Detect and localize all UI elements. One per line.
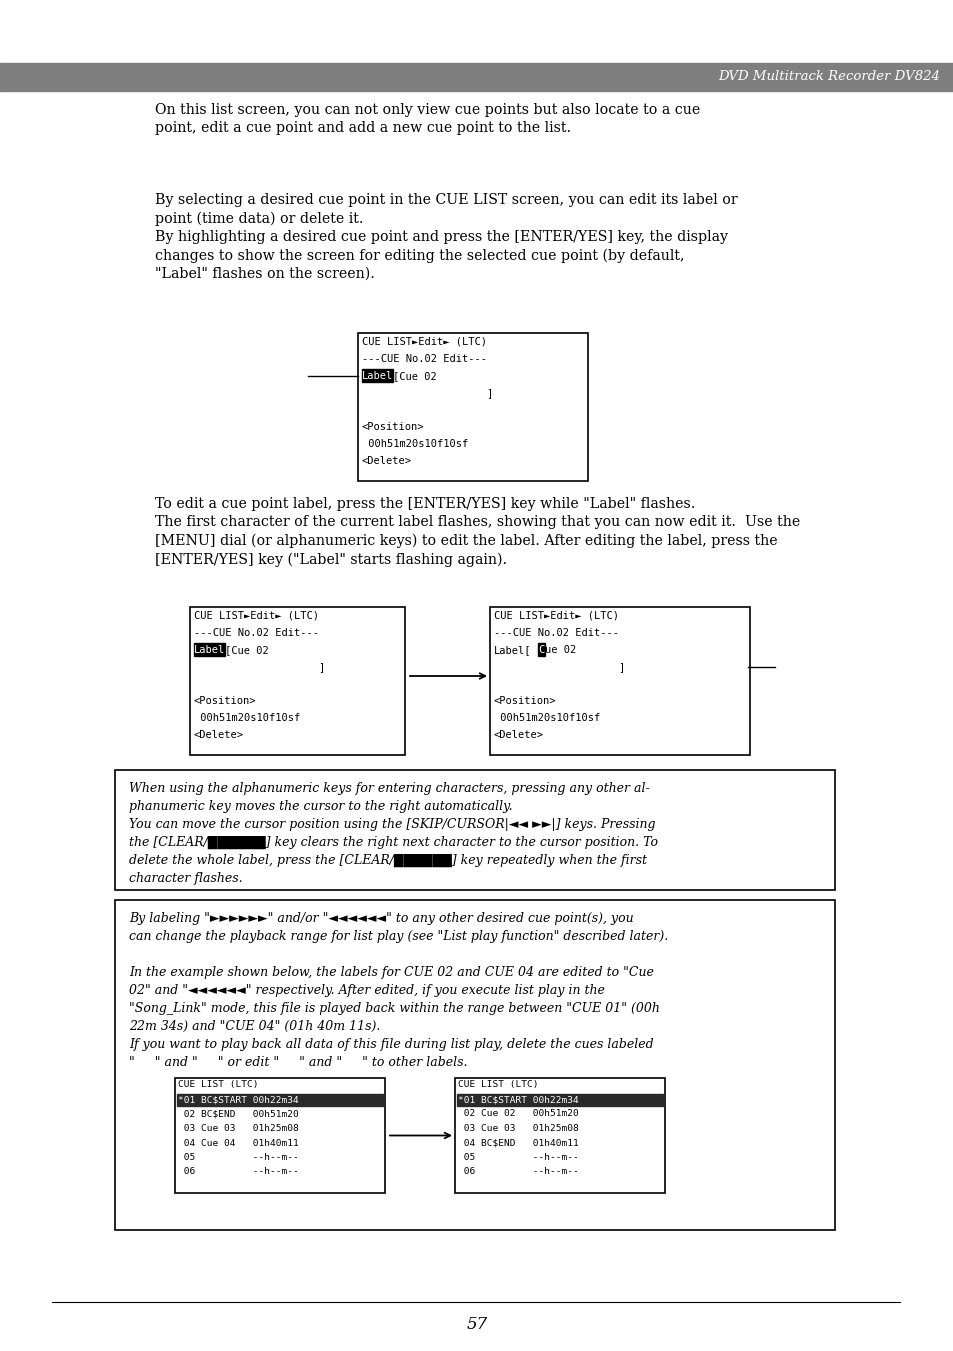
- Text: 04 Cue 04   01h40m11: 04 Cue 04 01h40m11: [178, 1139, 298, 1147]
- Text: 00h51m20s10f10sf: 00h51m20s10f10sf: [494, 713, 599, 723]
- Text: <Delete>: <Delete>: [193, 730, 244, 740]
- Text: DVD Multitrack Recorder DV824: DVD Multitrack Recorder DV824: [718, 70, 939, 84]
- Bar: [115, 900, 834, 1229]
- Text: <Position>: <Position>: [494, 696, 556, 707]
- Text: In the example shown below, the labels for CUE 02 and CUE 04 are edited to "Cue: In the example shown below, the labels f…: [129, 966, 653, 979]
- Text: Label[: Label[: [494, 644, 531, 655]
- Text: 05          --h--m--: 05 --h--m--: [457, 1152, 578, 1162]
- Bar: [115, 770, 834, 890]
- Text: 02 BC$END   00h51m20: 02 BC$END 00h51m20: [178, 1109, 298, 1119]
- Text: CUE LIST►Edit► (LTC): CUE LIST►Edit► (LTC): [193, 611, 318, 621]
- Text: Label: Label: [361, 372, 393, 381]
- Bar: [0, 63, 953, 91]
- Text: ue 02: ue 02: [544, 644, 576, 655]
- Text: By selecting a desired cue point in the CUE LIST screen, you can edit its label : By selecting a desired cue point in the …: [154, 193, 737, 281]
- Text: "Song_Link" mode, this file is played back within the range between "CUE 01" (00: "Song_Link" mode, this file is played ba…: [129, 1002, 659, 1015]
- Text: CUE LIST (LTC): CUE LIST (LTC): [178, 1081, 258, 1089]
- Text: character flashes.: character flashes.: [129, 871, 242, 885]
- Text: ---CUE No.02 Edit---: ---CUE No.02 Edit---: [494, 628, 618, 638]
- Text: ]: ]: [494, 662, 624, 671]
- Text: ---CUE No.02 Edit---: ---CUE No.02 Edit---: [361, 354, 486, 363]
- Text: ---CUE No.02 Edit---: ---CUE No.02 Edit---: [193, 628, 318, 638]
- Bar: [456, 1093, 662, 1105]
- Text: *01 BC$START 00h22m34: *01 BC$START 00h22m34: [457, 1096, 578, 1104]
- Text: delete the whole label, press the [CLEAR/██████] key repeatedly when the first: delete the whole label, press the [CLEAR…: [129, 854, 646, 867]
- Bar: [357, 332, 587, 481]
- Text: <Position>: <Position>: [193, 696, 256, 707]
- Text: [Cue 02: [Cue 02: [393, 372, 436, 381]
- Text: 22m 34s) and "CUE 04" (01h 40m 11s).: 22m 34s) and "CUE 04" (01h 40m 11s).: [129, 1020, 380, 1034]
- Text: 00h51m20s10f10sf: 00h51m20s10f10sf: [193, 713, 300, 723]
- Text: 05          --h--m--: 05 --h--m--: [178, 1152, 298, 1162]
- Text: 04 BC$END   01h40m11: 04 BC$END 01h40m11: [457, 1139, 578, 1147]
- Bar: [455, 1078, 664, 1193]
- Text: By labeling "►►►►►►" and/or "◄◄◄◄◄◄" to any other desired cue point(s), you: By labeling "►►►►►►" and/or "◄◄◄◄◄◄" to …: [129, 912, 633, 925]
- Text: can change the playback range for list play (see "List play function" described : can change the playback range for list p…: [129, 929, 667, 943]
- Text: 02 Cue 02   00h51m20: 02 Cue 02 00h51m20: [457, 1109, 578, 1119]
- Bar: [174, 1078, 385, 1193]
- Text: On this list screen, you can not only view cue points but also locate to a cue
p: On this list screen, you can not only vi…: [154, 103, 700, 135]
- Text: <Position>: <Position>: [361, 422, 424, 432]
- Bar: [537, 643, 544, 657]
- Text: 00h51m20s10f10sf: 00h51m20s10f10sf: [361, 439, 468, 449]
- Text: C: C: [537, 644, 543, 655]
- Text: 03 Cue 03   01h25m08: 03 Cue 03 01h25m08: [457, 1124, 578, 1133]
- Text: the [CLEAR/██████] key clears the right next character to the cursor position. T: the [CLEAR/██████] key clears the right …: [129, 836, 658, 850]
- Text: To edit a cue point label, press the [ENTER/YES] key while "Label" flashes.
The : To edit a cue point label, press the [EN…: [154, 497, 800, 566]
- Text: phanumeric key moves the cursor to the right automatically.: phanumeric key moves the cursor to the r…: [129, 800, 512, 813]
- Text: 57: 57: [466, 1316, 487, 1333]
- Text: [Cue 02: [Cue 02: [225, 644, 269, 655]
- Text: "     " and "     " or edit "     " and "     " to other labels.: " " and " " or edit " " and " " to other…: [129, 1056, 467, 1069]
- Text: When using the alphanumeric keys for entering characters, pressing any other al-: When using the alphanumeric keys for ent…: [129, 782, 649, 794]
- Text: 06          --h--m--: 06 --h--m--: [457, 1167, 578, 1177]
- Text: 06          --h--m--: 06 --h--m--: [178, 1167, 298, 1177]
- Text: <Delete>: <Delete>: [361, 457, 412, 466]
- Text: CUE LIST (LTC): CUE LIST (LTC): [457, 1081, 537, 1089]
- Text: You can move the cursor position using the [SKIP/CURSOR|◄◄ ►►|] keys. Pressing: You can move the cursor position using t…: [129, 817, 655, 831]
- Text: 02" and "◄◄◄◄◄◄" respectively. After edited, if you execute list play in the: 02" and "◄◄◄◄◄◄" respectively. After edi…: [129, 984, 604, 997]
- Bar: [490, 607, 749, 755]
- Text: CUE LIST►Edit► (LTC): CUE LIST►Edit► (LTC): [361, 336, 486, 347]
- Bar: [193, 643, 225, 657]
- Text: *01 BC$START 00h22m34: *01 BC$START 00h22m34: [178, 1096, 298, 1104]
- Bar: [190, 607, 405, 755]
- Text: ]: ]: [193, 662, 325, 671]
- Text: ]: ]: [361, 388, 493, 399]
- Text: 03 Cue 03   01h25m08: 03 Cue 03 01h25m08: [178, 1124, 298, 1133]
- Text: Label: Label: [193, 644, 225, 655]
- Text: CUE LIST►Edit► (LTC): CUE LIST►Edit► (LTC): [494, 611, 618, 621]
- Text: <Delete>: <Delete>: [494, 730, 543, 740]
- Bar: [177, 1093, 382, 1105]
- Bar: [361, 369, 393, 382]
- Text: If you want to play back all data of this file during list play, delete the cues: If you want to play back all data of thi…: [129, 1038, 653, 1051]
